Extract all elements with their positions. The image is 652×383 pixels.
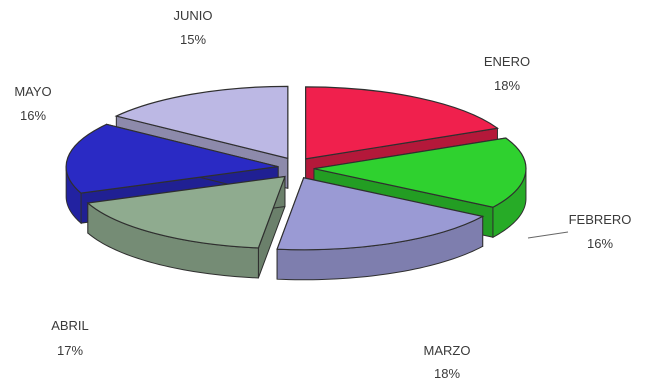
slice-label-mayo: MAYO — [14, 84, 51, 99]
slice-febrero-top — [313, 137, 527, 208]
febrero-leader-line — [527, 231, 569, 239]
slice-value-marzo: 18% — [434, 366, 460, 381]
slice-label-abril: ABRIL — [51, 318, 89, 333]
slice-label-marzo: MARZO — [424, 343, 471, 358]
slice-value-enero: 18% — [494, 78, 520, 93]
slice-value-febrero: 16% — [587, 236, 613, 251]
slice-abril — [86, 175, 286, 279]
slice-enero-top — [305, 86, 499, 160]
slice-label-enero: ENERO — [484, 54, 530, 69]
slice-mayo-top — [65, 123, 279, 194]
slice-junio-top — [114, 85, 289, 160]
slice-marzo-top — [276, 177, 485, 251]
pie-slices — [65, 85, 527, 281]
slice-value-junio: 15% — [180, 32, 206, 47]
slice-abril-top — [86, 175, 286, 249]
pie-labels: ENERO 18% FEBRERO 16% MARZO 18% ABRIL 17… — [14, 8, 631, 381]
slice-value-abril: 17% — [57, 343, 83, 358]
slice-marzo — [276, 177, 485, 281]
slice-label-febrero: FEBRERO — [569, 212, 632, 227]
slice-value-mayo: 16% — [20, 108, 46, 123]
slice-label-junio: JUNIO — [174, 8, 213, 23]
